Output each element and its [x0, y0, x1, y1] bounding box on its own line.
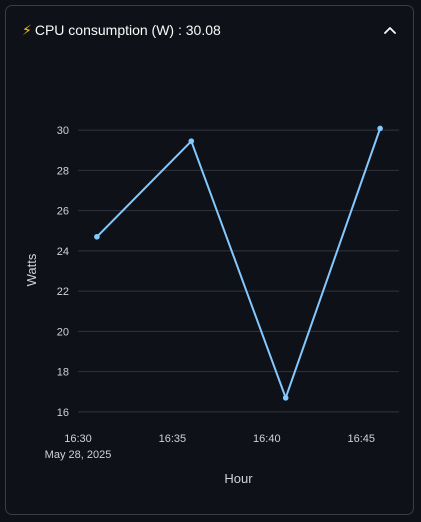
data-point: [377, 125, 383, 132]
expander-label: CPU consumption (W) : 30.08: [34, 22, 221, 38]
expander-header[interactable]: ⚡ CPU consumption (W) : 30.08: [22, 20, 397, 40]
x-axis-label: Hour: [224, 471, 253, 486]
data-point: [94, 233, 100, 240]
y-tick-label: 20: [57, 326, 69, 338]
grid-lines: [78, 129, 399, 413]
y-axis-ticks: 16 18 20 22 24 26 28 30: [57, 125, 69, 419]
y-tick-label: 22: [57, 286, 69, 298]
y-axis-label: Watts: [24, 253, 39, 286]
series-line: [96, 128, 382, 399]
x-tick-label: 16:35: [159, 433, 187, 445]
x-tick-label: 16:40: [253, 433, 281, 445]
y-tick-label: 16: [57, 407, 69, 419]
y-tick-label: 18: [57, 367, 69, 379]
expander-panel: ⚡ CPU consumption (W) : 30.08: [5, 5, 414, 515]
x-tick-label: 16:30: [64, 433, 92, 445]
x-axis-ticks: 16:30 16:35 16:40 16:45: [64, 433, 375, 445]
expander-title: ⚡ CPU consumption (W) : 30.08: [22, 22, 221, 38]
y-tick-label: 26: [57, 206, 69, 218]
chevron-up-icon[interactable]: [383, 23, 397, 37]
y-tick-label: 30: [57, 125, 69, 137]
data-point: [188, 138, 195, 144]
x-tick-date-label: May 28, 2025: [45, 449, 112, 461]
y-tick-label: 28: [57, 165, 69, 177]
series-points: [94, 125, 383, 401]
data-point: [282, 395, 289, 401]
x-tick-label: 16:45: [347, 433, 375, 445]
y-tick-label: 24: [57, 246, 69, 258]
lightning-bolt-icon: ⚡: [22, 22, 32, 38]
